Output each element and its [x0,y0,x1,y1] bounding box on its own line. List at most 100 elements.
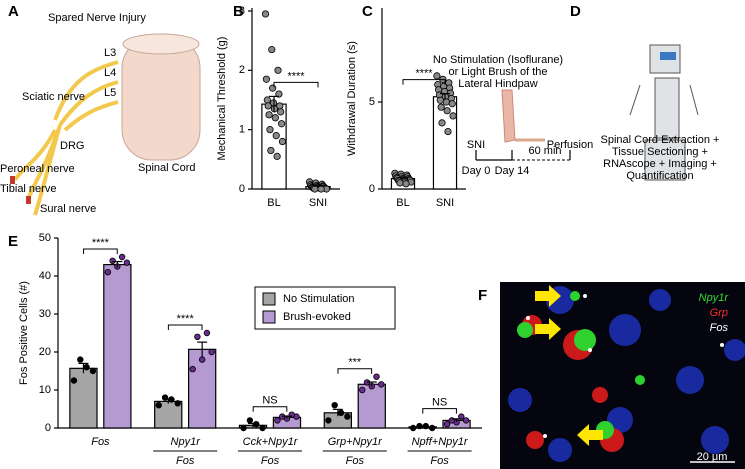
data-point [266,126,274,134]
data-point [89,367,97,375]
x-tick-label: SNI [309,197,327,209]
data-point [442,98,450,106]
y-tick-label: 40 [39,270,51,282]
step: RNAscope + Imaging + [603,158,717,170]
ligation [26,196,31,204]
data-point [448,100,456,108]
data-point [444,127,452,136]
significance: *** [348,357,362,369]
data-point [208,348,215,356]
data-point [271,114,279,122]
x-tick-label: Npy1r [171,436,202,448]
data-point [273,152,281,160]
data-point [449,112,457,120]
data-point [109,257,116,264]
label: Sciatic nerve [22,91,85,103]
data-point [462,417,470,424]
significance: **** [92,237,110,249]
y-tick-label: 1 [239,124,245,136]
bracket [422,408,457,414]
data-point [311,185,319,193]
stimulus: No Stimulation (Isoflurane) [433,54,563,66]
bracket [402,79,446,85]
data-point [337,409,345,416]
data-point [428,424,436,432]
data-point [438,119,446,127]
x-tick-label: Npff+Npy1r [412,436,469,448]
arrows [535,285,603,446]
y-axis-label: Mechanical Threshold (g) [216,37,228,161]
nerves [13,60,119,216]
data-point [198,356,206,363]
spinal-cord [121,37,201,161]
significance: NS [262,395,277,407]
legend-swatch [262,310,276,324]
title: Spared Nerve Injury [48,12,146,24]
bracket [273,81,319,88]
robot [629,44,699,181]
label: Peroneal nerve [0,163,75,175]
bracket [167,324,203,330]
label: L4 [104,67,116,79]
y-tick-label: 50 [39,232,51,244]
y-tick-label: 0 [239,183,245,195]
data-point [268,45,276,54]
cord-top [122,33,200,55]
data-point [396,179,404,187]
x-tick-sublabel: Fos [430,455,449,467]
step: Quantification [626,170,693,182]
panel-d: D No Stimulation (Isoflurane) or Light B… [433,3,720,182]
y-tick-label: 5 [369,96,375,108]
data-point [344,413,351,420]
label: L3 [104,47,116,59]
y-tick-label: 3 [239,5,245,17]
significance: NS [432,397,447,409]
step: Spinal Cord Extraction + [601,134,720,146]
y-axis-label: Withdrawal Duration (s) [346,41,358,156]
channel-label: Grp [710,307,728,319]
y-tick-label: 2 [239,64,245,76]
scale-label: 20 μm [697,451,728,463]
data-point [274,66,282,74]
bar [103,264,132,429]
ligation [10,176,15,184]
data-point [267,146,275,155]
x-tick-sublabel: Fos [176,455,195,467]
panel-letter: F [478,287,487,304]
legend-box [254,286,396,330]
bar [69,367,98,429]
panel-f: F 20 μm [478,282,745,469]
y-tick-label: 0 [45,422,51,434]
data-point [174,400,181,407]
data-point [263,96,271,104]
data-point [104,269,112,276]
y-tick-label: 30 [39,308,51,320]
label: 60 min [528,145,561,157]
channel-label: Fos [710,322,729,334]
data-point [77,356,84,363]
data-point [269,84,277,92]
panel-letter: B [233,3,244,20]
data-point [275,90,283,98]
label: DRG [60,140,84,152]
channel-label: Npy1r [699,292,730,304]
data-point [70,377,78,384]
data-point [118,253,126,261]
data-point [378,381,385,388]
data-point [359,386,366,394]
significance: **** [177,313,195,325]
label: Spinal Cord [138,162,195,174]
data-point [274,417,281,424]
data-point [436,96,444,104]
data-point [83,364,90,371]
data-point [262,75,271,83]
data-point [277,108,285,116]
data-point [155,402,162,409]
stimulus: or Light Brush of the [448,66,547,78]
label: Perfusion [547,139,593,151]
bracket [83,248,118,254]
x-tick-label: Cck+Npy1r [243,436,299,448]
data-point [246,417,254,424]
data-point [264,102,272,110]
